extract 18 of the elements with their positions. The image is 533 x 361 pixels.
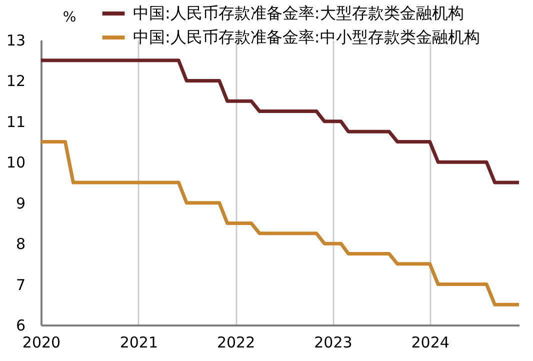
y-tick-label: 7 — [16, 276, 26, 294]
line-series — [39, 140, 521, 306]
legend-label: 中国:人民币存款准备金率:大型存款类金融机构 — [133, 4, 464, 22]
x-tick-label: 2021 — [120, 334, 158, 352]
line-series — [39, 58, 521, 184]
y-tick-label: 6 — [16, 316, 26, 334]
y-axis-title: % — [62, 10, 76, 26]
y-tick-label: 9 — [16, 194, 26, 212]
legend-label: 中国:人民币存款准备金率:中小型存款类金融机构 — [133, 28, 480, 46]
x-tick-label: 2020 — [22, 334, 61, 352]
y-tick-label: 8 — [16, 235, 26, 254]
x-tick-label: 2022 — [216, 334, 256, 352]
y-tick-label: 12 — [6, 72, 26, 90]
y-tick-label: 11 — [6, 112, 26, 131]
x-tick-label: 2024 — [411, 334, 450, 352]
y-tick-label: 10 — [6, 154, 26, 172]
x-tick-label: 2023 — [314, 334, 352, 352]
y-tick-label: 13 — [6, 32, 26, 50]
